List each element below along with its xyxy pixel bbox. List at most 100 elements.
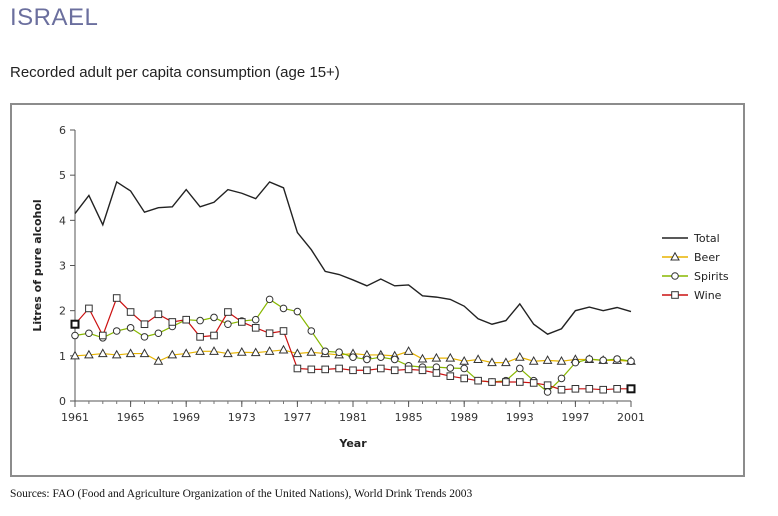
beer-point (473, 354, 483, 363)
sources-note: Sources: FAO (Food and Agriculture Organ… (10, 488, 473, 500)
wine-point (85, 304, 93, 313)
beer-point (223, 348, 233, 358)
y-tick-label: 0 (59, 395, 66, 408)
spirits-point (154, 329, 163, 338)
x-tick-label: 1997 (561, 411, 589, 424)
wine-point (349, 366, 357, 375)
spirits-point (627, 357, 635, 366)
spirits-point (543, 388, 552, 396)
spirits-point (224, 320, 232, 329)
wine-point (140, 320, 149, 329)
x-tick-label: 1985 (395, 411, 423, 424)
beer-point (195, 346, 205, 355)
beer-point (97, 348, 108, 358)
total-line (74, 180, 632, 335)
wine-point (543, 381, 552, 389)
wine-point (529, 379, 538, 387)
wine-point (432, 369, 441, 377)
chart-frame: 0 1 2 3 4 5 6 1961 1965 1969 1973 1977 1981 1985 1989… (10, 103, 745, 477)
beer-point (84, 349, 94, 359)
beer-point (459, 356, 470, 365)
beer-point (139, 348, 150, 358)
x-tick-label: 1973 (228, 411, 256, 424)
legend-marker-beer (670, 251, 680, 261)
wine-point (307, 365, 316, 374)
beer-point (528, 356, 539, 365)
spirits-point (196, 316, 204, 325)
beer-point (111, 349, 122, 359)
wine-point (224, 308, 232, 316)
spirits-point (126, 324, 135, 332)
spirits-point (279, 304, 288, 313)
wine-point (418, 366, 427, 375)
wine-point (502, 378, 510, 386)
beer-point (417, 353, 428, 363)
wine-point (126, 308, 135, 316)
x-tick-label: 1989 (450, 411, 478, 424)
wine-point (613, 385, 621, 393)
wine-point-emphasis (70, 319, 80, 329)
beer-point (306, 346, 317, 356)
y-tick-label: 3 (59, 260, 66, 273)
wine-point (474, 376, 482, 385)
series-total (74, 180, 632, 335)
spirits-point (112, 327, 121, 335)
spirits-point (349, 353, 357, 361)
x-tick-label: 1961 (61, 411, 89, 424)
y-tick-label: 6 (59, 124, 66, 137)
wine-point (154, 310, 163, 319)
wine-point (279, 327, 288, 335)
line-chart: 0 1 2 3 4 5 6 1961 1965 1969 1973 1977 1981 1985 1989… (31, 124, 729, 450)
x-tick-label: 2001 (617, 411, 645, 424)
beer-point (278, 344, 289, 354)
wine-point (210, 331, 218, 340)
spirits-point (251, 315, 260, 324)
wine-point (293, 364, 302, 373)
wine-point (168, 318, 177, 326)
beer-point (181, 348, 192, 358)
wine-point (182, 315, 190, 324)
wine-point (404, 365, 413, 374)
spirits-point (571, 358, 580, 367)
wine-point (238, 318, 246, 326)
wine-point-emphasis (626, 384, 636, 394)
beer-point (445, 352, 456, 362)
legend-label-beer: Beer (694, 251, 720, 264)
series-wine (70, 294, 636, 394)
chart-subtitle: Recorded adult per capita consumption (a… (10, 64, 340, 81)
beer-point (250, 347, 261, 357)
spirits-point (446, 364, 455, 372)
beer-point (556, 356, 567, 365)
wine-point (446, 372, 455, 380)
beer-point (292, 348, 303, 358)
beer-point (153, 356, 164, 365)
spirits-point (557, 374, 566, 383)
y-tick-label: 4 (59, 214, 66, 227)
spirits-point (585, 355, 594, 363)
spirits-point (363, 355, 371, 364)
spirits-point (85, 329, 93, 338)
spirits-point (265, 295, 274, 304)
beer-point (167, 349, 178, 359)
wine-point (460, 374, 468, 383)
y-tick-label: 2 (59, 305, 66, 318)
x-tick-label: 1969 (172, 411, 200, 424)
beer-point (403, 346, 414, 355)
x-tick-label: 1981 (339, 411, 367, 424)
legend-label-wine: Wine (694, 289, 722, 302)
wine-point (599, 385, 608, 394)
beer-point (431, 352, 442, 362)
spirits-point (335, 348, 343, 357)
wine-point (516, 378, 524, 386)
spirits-point (293, 307, 302, 316)
chart-legend: Total Beer Spirits Wine (662, 232, 729, 302)
wine-point (585, 385, 594, 393)
wine-point (251, 324, 260, 332)
spirits-point (516, 364, 524, 373)
x-tick-label: 1977 (283, 411, 311, 424)
beer-point (542, 355, 553, 364)
legend-marker-spirits (671, 272, 679, 280)
legend-label-total: Total (693, 232, 720, 245)
beer-point (264, 346, 275, 355)
wine-point (571, 385, 580, 393)
